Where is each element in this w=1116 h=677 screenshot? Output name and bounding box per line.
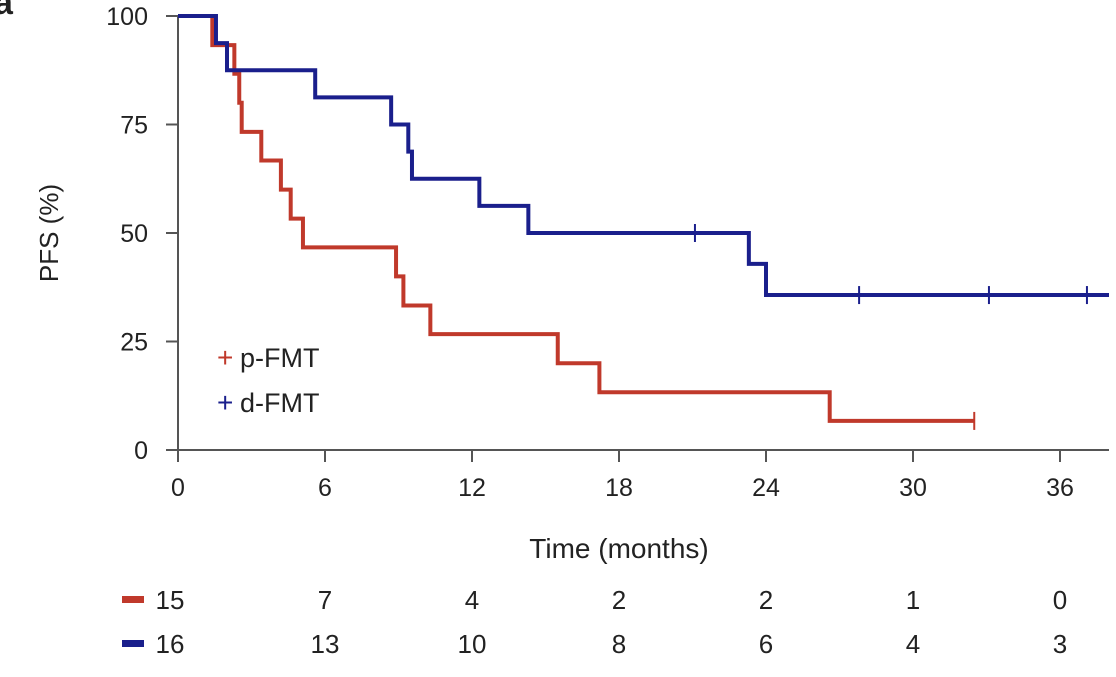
legend-label: d-FMT [240, 388, 319, 418]
d-FMT-risk-swatch [122, 640, 144, 647]
at-risk-table: 15 7 4 2 2 1 016 13 10 8 6 4 3 [122, 585, 1067, 659]
legend: + p-FMT+ d-FMT [217, 342, 319, 418]
x-tick-label: 30 [899, 474, 927, 502]
at-risk-count: 2 [612, 585, 626, 615]
y-axis-label: PFS (%) [34, 184, 64, 282]
at-risk-count: 1 [906, 585, 920, 615]
d-FMT-curve [178, 14, 1109, 298]
at-risk-count: 6 [759, 629, 773, 659]
at-risk-count: 0 [1053, 585, 1067, 615]
at-risk-count: 3 [1053, 629, 1067, 659]
legend-marker: + [217, 342, 233, 373]
x-tick-label: 12 [458, 474, 486, 502]
at-risk-count: 7 [318, 585, 332, 615]
legend-marker: + [217, 387, 233, 418]
at-risk-count: 16 [156, 629, 185, 659]
at-risk-count: 4 [906, 629, 920, 659]
y-tick-label: 50 [120, 220, 148, 248]
legend-label: p-FMT [240, 343, 319, 373]
y-tick-label: 25 [120, 329, 148, 357]
at-risk-count: 4 [465, 585, 479, 615]
panel-label: a [0, 0, 14, 22]
y-tick-label: 0 [134, 437, 148, 465]
at-risk-count: 8 [612, 629, 626, 659]
at-risk-count: 13 [311, 629, 340, 659]
axes: 0 25 50 75 100 0 6 12 18 24 30 36 [106, 3, 1109, 502]
p-FMT-risk-swatch [122, 596, 144, 603]
x-tick-label: 18 [605, 474, 633, 502]
at-risk-count: 2 [759, 585, 773, 615]
curves [178, 14, 1109, 430]
x-tick-label: 0 [171, 474, 185, 502]
y-tick-label: 100 [106, 3, 148, 31]
x-tick-label: 36 [1046, 474, 1074, 502]
x-tick-label: 24 [752, 474, 780, 502]
at-risk-count: 10 [458, 629, 487, 659]
p-FMT-curve [178, 14, 975, 423]
x-axis-label: Time (months) [529, 533, 708, 564]
x-tick-label: 6 [318, 474, 332, 502]
at-risk-count: 15 [156, 585, 185, 615]
y-tick-label: 75 [120, 112, 148, 140]
